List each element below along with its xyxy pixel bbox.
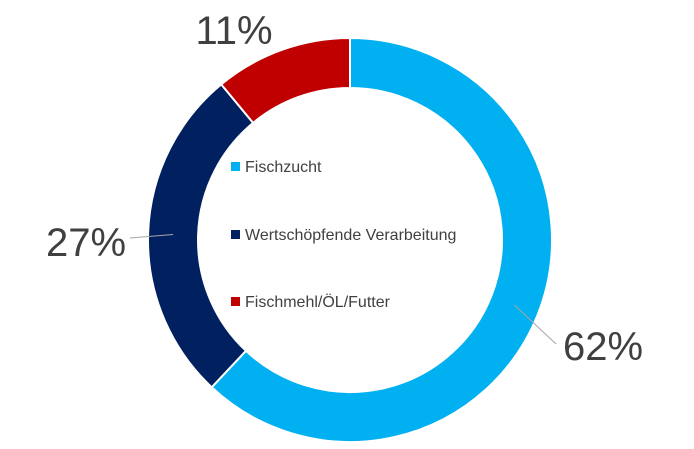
legend-swatch-wertschoepfende-verarbeitung (231, 230, 240, 239)
legend-swatch-fischzucht (231, 162, 240, 171)
legend-label-fischzucht: Fischzucht (245, 159, 322, 176)
leader-line-fischzucht (514, 304, 557, 345)
data-label-fischzucht: 62% (563, 325, 643, 369)
data-label-fischmehl: 11% (195, 9, 272, 53)
legend: Fischzucht Wertschöpfende Verarbeitung F… (231, 159, 456, 311)
donut-slice-fischzucht (210, 36, 553, 443)
legend-swatch-fischmehl (231, 297, 240, 306)
legend-label-wertschoepfende-verarbeitung: Wertschöpfende Verarbeitung (245, 227, 456, 244)
donut-slice-fischmehl (219, 36, 351, 125)
donut-slices (147, 36, 553, 443)
data-label-wertschoepfende-verarbeitung: 27% (46, 221, 126, 265)
legend-label-fischmehl: Fischmehl/ÖL/Futter (245, 293, 391, 311)
leader-lines (129, 233, 557, 345)
leader-line-wertschoepfende-verarbeitung (129, 233, 174, 239)
